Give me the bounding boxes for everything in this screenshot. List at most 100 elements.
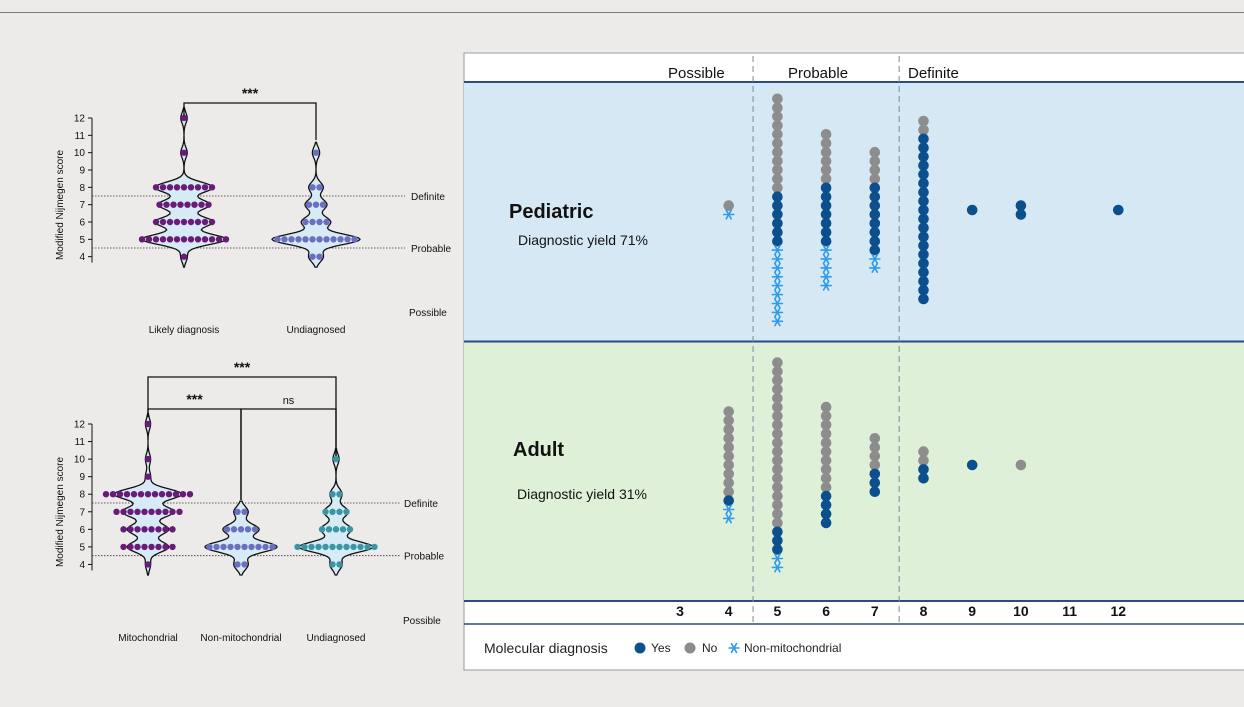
data-point <box>180 236 188 243</box>
legend: Molecular diagnosis Yes No Non-mitochond… <box>484 640 841 656</box>
data-point <box>330 236 337 243</box>
dot-yes <box>820 200 832 211</box>
data-point <box>206 543 213 551</box>
dot-yes <box>918 160 929 171</box>
data-point <box>244 526 252 533</box>
reference-label: Probable <box>411 244 451 255</box>
dot-yes <box>1015 200 1027 211</box>
y-tick-label: 5 <box>79 542 85 553</box>
dot-no <box>772 393 783 404</box>
dot-no <box>820 129 832 140</box>
y-axis-label: Modified Nijmegen score <box>55 457 66 567</box>
significance-label: *** <box>242 85 259 101</box>
dot-yes <box>869 244 881 256</box>
data-point <box>241 561 248 568</box>
marker-stroke <box>725 504 733 515</box>
reference-label: Definite <box>411 192 445 203</box>
dot-yes <box>869 227 881 238</box>
marker-stroke <box>871 262 879 273</box>
dot-no <box>918 115 929 127</box>
dot-no <box>869 459 881 471</box>
dot-yes <box>820 209 832 220</box>
dot-no <box>723 424 734 435</box>
x-tick-label: 9 <box>968 603 976 619</box>
dot-no <box>772 164 783 176</box>
dot-yes <box>772 200 783 211</box>
dot-yes <box>772 535 783 546</box>
data-point <box>187 218 195 226</box>
data-point <box>343 543 350 551</box>
data-point <box>166 236 174 243</box>
dot-no <box>918 124 929 136</box>
data-point <box>144 420 152 428</box>
dot-no <box>772 357 783 368</box>
data-point <box>227 543 234 551</box>
data-point <box>364 543 371 551</box>
data-point <box>234 508 241 515</box>
x-axis-label: Mitochondrial <box>118 633 177 644</box>
dot-no <box>772 401 783 413</box>
data-point <box>184 201 191 208</box>
dot-no <box>772 366 783 377</box>
dot-yes <box>918 240 929 251</box>
legend-no-label: No <box>702 641 718 655</box>
top-divider <box>0 12 1244 13</box>
data-point <box>213 543 220 551</box>
dot-yes <box>918 267 929 278</box>
data-point <box>177 201 184 208</box>
dot-yes <box>869 200 881 211</box>
data-point <box>241 543 248 551</box>
dot-yes <box>918 473 929 484</box>
x-axis-label: Undiagnosed <box>307 633 366 644</box>
data-point <box>169 526 176 533</box>
data-point <box>208 184 216 191</box>
dot-yes <box>918 151 929 162</box>
data-point <box>316 236 323 243</box>
data-point <box>337 236 344 243</box>
y-tick-label: 7 <box>79 507 85 518</box>
marker-stroke <box>774 280 781 291</box>
dot-no <box>772 155 783 167</box>
dot-yes <box>918 222 929 234</box>
dot-no <box>869 146 881 158</box>
dot-no <box>772 455 783 466</box>
legend-yes-marker <box>634 642 646 654</box>
dot-no <box>820 428 832 440</box>
dot-yes <box>918 204 929 216</box>
data-point <box>134 543 141 551</box>
dot-yes <box>869 477 881 489</box>
y-tick-label: 8 <box>79 183 85 194</box>
dot-no <box>820 437 832 449</box>
dot-no <box>820 464 832 475</box>
y-axis-label: Modified Nijmegen score <box>55 150 66 260</box>
legend-no-marker <box>684 642 696 654</box>
dot-no <box>772 482 783 493</box>
data-point <box>127 526 134 533</box>
dot-yes <box>820 499 832 511</box>
data-point <box>237 526 245 533</box>
dot-yes <box>869 468 881 480</box>
data-point <box>155 543 162 551</box>
data-point <box>148 526 155 533</box>
dot-yes <box>820 227 832 238</box>
possible-label: Possible <box>409 308 447 319</box>
dot-no <box>820 482 832 493</box>
dot-yes <box>918 464 929 475</box>
data-point <box>301 543 308 551</box>
y-tick-label: 4 <box>79 252 85 263</box>
y-axis-ticks: 4 5 6 7 8 9 10 11 12 <box>74 420 93 571</box>
y-tick-label: 6 <box>79 218 85 229</box>
data-point <box>186 491 194 498</box>
dot-no <box>772 419 783 431</box>
data-point <box>332 526 340 533</box>
x-tick-label: 11 <box>1062 603 1077 619</box>
data-point <box>144 455 152 463</box>
dot-yes <box>918 186 929 198</box>
dot-yes <box>772 227 783 238</box>
marker-stroke <box>725 209 733 220</box>
data-point <box>194 184 202 191</box>
data-point <box>351 236 358 243</box>
dot-yes <box>966 459 978 471</box>
data-point <box>322 543 329 551</box>
data-point <box>144 473 152 480</box>
